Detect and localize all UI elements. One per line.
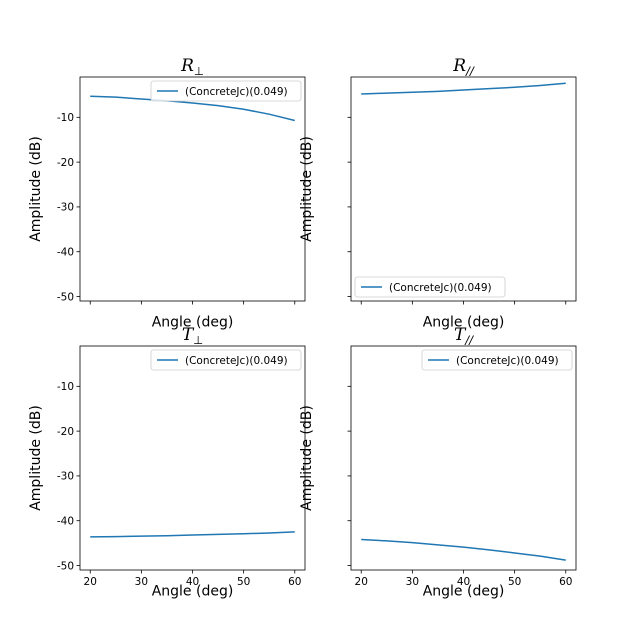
- x-tick-label: 20: [355, 576, 368, 588]
- x-tick-label: 50: [508, 576, 521, 588]
- plot-area: [79, 76, 306, 302]
- chart-panel-1: -10 -20 -30 -40 -50 Angle (deg) Amplitude (dB)…: [28, 56, 306, 331]
- chart-title-main: R: [452, 56, 466, 76]
- y-axis-label: Amplitude (dB): [28, 136, 44, 242]
- x-tick-label: 40: [457, 576, 470, 588]
- x-tick-label: 50: [237, 576, 250, 588]
- y-tick-label: -10: [57, 381, 74, 393]
- chart-title-subscript: //: [464, 333, 474, 347]
- chart-title-main: T: [454, 325, 467, 345]
- y-axis-label: Amplitude (dB): [28, 405, 44, 511]
- y-axis-label: Amplitude (dB): [299, 136, 315, 242]
- chart-title: T//: [454, 325, 474, 347]
- series-line: [361, 538, 566, 561]
- chart-title-main: T: [182, 325, 195, 345]
- chart-panel-3: -10 -20 -30 -40 -50 20 30 40 50 60 Angle (deg) Ampl…: [28, 325, 306, 600]
- chart-title-subscript: ⊥: [193, 333, 203, 347]
- y-tick-label: -20: [57, 157, 74, 169]
- y-tick-label: -40: [57, 247, 74, 259]
- chart-title-main: R: [180, 56, 194, 76]
- y-tick-label: -50: [57, 560, 74, 572]
- y-tick-label: -20: [57, 426, 74, 438]
- legend-box: [354, 276, 506, 298]
- chart-title: R//: [452, 56, 475, 78]
- legend: (ConcreteJc)(0.049): [150, 80, 302, 102]
- legend-entry: (ConcreteJc)(0.049): [185, 355, 288, 367]
- y-tick-label: -30: [57, 471, 74, 483]
- chart-title: R⊥: [180, 56, 204, 78]
- y-tick-label: -10: [57, 112, 74, 124]
- x-tick-label: 30: [406, 576, 419, 588]
- x-tick-label: 40: [186, 576, 199, 588]
- series-line: [361, 82, 566, 95]
- chart-title-subscript: ⊥: [194, 64, 204, 78]
- legend-box: [421, 349, 573, 371]
- legend-entry: (ConcreteJc)(0.049): [456, 355, 559, 367]
- x-tick-label: 60: [288, 576, 301, 588]
- legend-box: [150, 349, 302, 371]
- x-axis-label: Angle (deg): [152, 584, 234, 600]
- x-tick-label: 20: [84, 576, 97, 588]
- y-tick-label: -50: [57, 291, 74, 303]
- y-tick-label: -40: [57, 516, 74, 528]
- legend: (ConcreteJc)(0.049): [421, 349, 573, 371]
- legend-box: [150, 80, 302, 102]
- chart-title: T⊥: [182, 325, 203, 347]
- legend: (ConcreteJc)(0.049): [354, 276, 506, 298]
- chart-title-subscript: //: [465, 64, 475, 78]
- x-axis-label: Angle (deg): [152, 315, 234, 331]
- series-line: [90, 531, 295, 538]
- x-tick-label: 60: [559, 576, 572, 588]
- chart-panel-4: 20 30 40 50 60 Angle (deg) Amplitude (dB) T// (C…: [299, 325, 577, 600]
- plot-area: [350, 345, 577, 571]
- y-tick-label: -30: [57, 202, 74, 214]
- x-tick-label: 30: [135, 576, 148, 588]
- series-line: [90, 95, 295, 122]
- y-axis-label: Amplitude (dB): [299, 405, 315, 511]
- x-axis-label: Angle (deg): [423, 584, 505, 600]
- x-axis-label: Angle (deg): [423, 315, 505, 331]
- legend-entry: (ConcreteJc)(0.049): [185, 86, 288, 98]
- legend: (ConcreteJc)(0.049): [150, 349, 302, 371]
- legend-entry: (ConcreteJc)(0.049): [389, 282, 492, 294]
- plot-area: [350, 76, 577, 302]
- chart-panel-2: Angle (deg) Amplitude (dB) R// (ConcreteJc)…: [299, 56, 577, 331]
